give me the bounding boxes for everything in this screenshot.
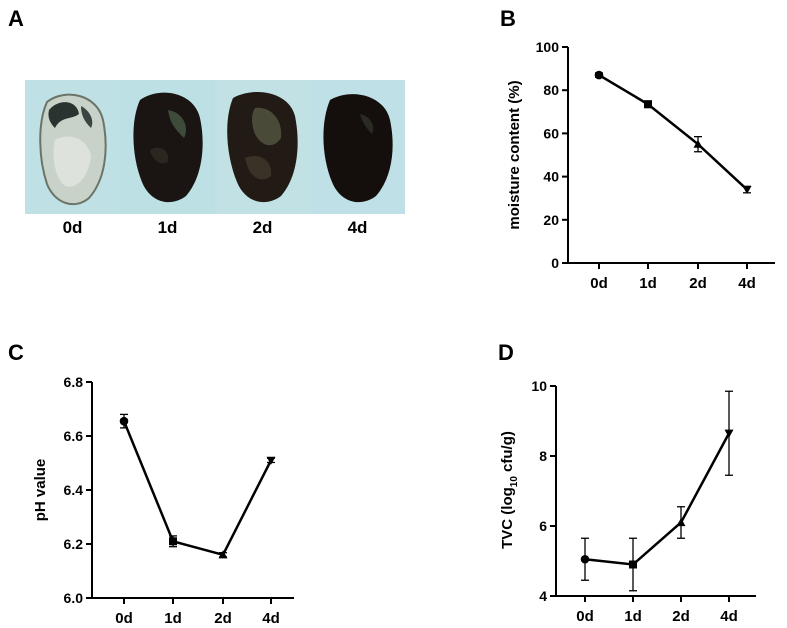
data-point — [644, 100, 652, 109]
panel-letter-b: B — [500, 6, 516, 31]
y-tick-label: 20 — [543, 212, 559, 228]
data-point — [676, 518, 686, 527]
series-line — [122, 420, 273, 557]
x-tick-label: 1d — [624, 608, 642, 625]
y-axis-label: moisture content (%) — [506, 80, 523, 229]
data-point — [629, 560, 637, 569]
oyster-photo-0d — [25, 80, 120, 214]
series-line — [598, 74, 748, 191]
data-point — [266, 456, 276, 465]
y-tick-label: 6.6 — [64, 428, 84, 444]
y-axis-label: pH value — [32, 459, 49, 522]
photo-label-1d: 1d — [157, 218, 178, 237]
x-tick-label: 4d — [262, 610, 280, 627]
y-tick-label: 10 — [531, 378, 547, 394]
y-tick-label: 60 — [543, 125, 559, 141]
data-point — [119, 416, 129, 426]
y-axis-label: TVC (log10 cfu/g) — [499, 431, 520, 549]
oyster-photo-strip — [25, 80, 405, 214]
oyster-photo-1d — [120, 80, 215, 214]
y-tick-label: 6 — [539, 518, 547, 534]
x-tick-label: 0d — [590, 275, 608, 292]
x-tick-label: 4d — [720, 608, 738, 625]
photo-label-2d: 2d — [252, 218, 273, 237]
y-tick-label: 8 — [539, 448, 547, 464]
data-point — [580, 554, 590, 564]
x-tick-label: 2d — [214, 610, 232, 627]
y-tick-label: 40 — [543, 169, 559, 185]
data-point — [169, 537, 177, 546]
y-tick-label: 6.2 — [64, 536, 84, 552]
data-point — [724, 429, 734, 438]
y-tick-label: 6.8 — [64, 374, 84, 390]
photo-label-4d: 4d — [347, 218, 368, 237]
y-tick-label: 100 — [536, 39, 560, 55]
x-tick-label: 4d — [738, 275, 756, 292]
panel-letter-a: A — [8, 6, 24, 31]
oyster-photo-2d — [215, 80, 310, 214]
x-tick-label: 0d — [115, 610, 133, 627]
photo-label-0d: 0d — [62, 218, 83, 237]
panel-letter-d: D — [498, 340, 514, 365]
x-tick-label: 0d — [576, 608, 594, 625]
y-tick-label: 80 — [543, 82, 559, 98]
y-tick-label: 6.4 — [64, 482, 84, 498]
y-tick-label: 6.0 — [64, 590, 84, 606]
x-tick-label: 2d — [689, 275, 707, 292]
y-tick-label: 0 — [551, 255, 559, 271]
x-tick-label: 1d — [639, 275, 657, 292]
x-tick-label: 2d — [672, 608, 690, 625]
series-line — [584, 432, 731, 566]
y-tick-label: 4 — [539, 588, 547, 604]
data-point — [693, 139, 703, 148]
data-point — [218, 550, 228, 559]
oyster-photo-4d — [310, 80, 405, 214]
data-point — [594, 70, 604, 80]
data-point — [742, 185, 752, 195]
x-tick-label: 1d — [164, 610, 182, 627]
panel-letter-c: C — [8, 340, 24, 365]
